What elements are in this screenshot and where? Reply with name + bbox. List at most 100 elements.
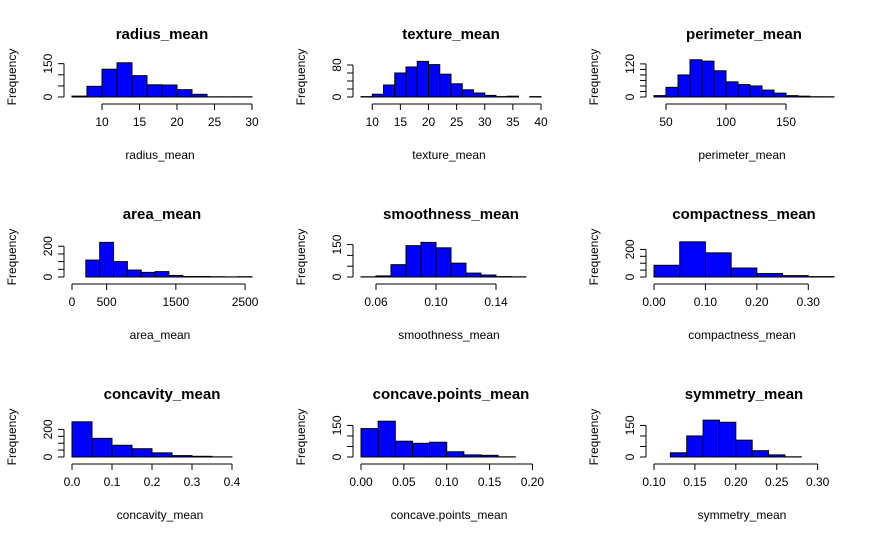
x-axis-label: symmetry_mean xyxy=(698,508,787,522)
histogram-bar xyxy=(446,451,465,458)
x-tick-label: 35 xyxy=(506,115,520,129)
plot-title-perimeter-mean: perimeter_mean xyxy=(686,26,802,43)
histogram-bar xyxy=(761,89,775,98)
y-tick-label: 150 xyxy=(41,53,55,73)
x-tick-label: 1500 xyxy=(162,295,189,309)
x-axis-label: concave.points_mean xyxy=(391,508,508,522)
plot-title-symmetry-mean: symmetry_mean xyxy=(685,386,803,403)
histogram-bar xyxy=(71,421,93,458)
x-tick-label: 0.00 xyxy=(642,295,666,309)
histogram-bar xyxy=(191,455,213,458)
x-tick-label: 0.2 xyxy=(144,475,161,489)
histogram-bar xyxy=(394,440,413,458)
histogram-bar xyxy=(679,241,706,278)
x-tick-label: 15 xyxy=(133,115,147,129)
histogram-bar xyxy=(113,261,128,278)
histogram-bar xyxy=(686,435,704,458)
histogram-bar xyxy=(465,272,482,278)
histogram-bar xyxy=(371,93,384,98)
histogram-bar xyxy=(480,274,497,278)
histogram-bar xyxy=(91,437,113,458)
x-tick-label: 0.10 xyxy=(435,475,459,489)
histogram-bar xyxy=(429,441,448,458)
y-axis-label: Frequency xyxy=(5,229,19,286)
histogram-bar xyxy=(730,267,758,278)
histogram-bar xyxy=(450,262,467,278)
histogram-bar xyxy=(383,84,396,98)
x-tick-label: 20 xyxy=(170,115,184,129)
histogram-bar xyxy=(484,94,497,98)
histogram-bar xyxy=(506,95,519,98)
histogram-bar xyxy=(377,420,396,458)
y-tick-label: 0 xyxy=(623,273,637,280)
histogram-bar xyxy=(411,442,431,458)
histogram-bar xyxy=(751,450,770,458)
plot-title-compactness-mean: compactness_mean xyxy=(672,206,815,223)
histogram-bar xyxy=(191,93,208,98)
x-tick-label: 0.10 xyxy=(694,295,718,309)
histogram-bar xyxy=(785,95,799,98)
x-tick-label: 150 xyxy=(776,115,796,129)
histogram-bar xyxy=(161,84,178,98)
y-tick-label: 120 xyxy=(623,54,637,74)
histogram-bar xyxy=(669,452,688,458)
histogram-bar xyxy=(85,259,101,278)
histogram-bar xyxy=(735,439,753,458)
histogram-bar xyxy=(461,89,474,98)
histogram-bar xyxy=(375,275,392,278)
histogram-bar xyxy=(416,60,429,98)
histogram-bar xyxy=(653,95,667,98)
histogram-bar xyxy=(154,271,170,278)
x-tick-label: 50 xyxy=(659,115,673,129)
y-tick-label: 200 xyxy=(41,419,55,439)
y-tick-label: 80 xyxy=(330,58,344,72)
histogram-bar xyxy=(111,444,133,458)
x-tick-label: 15 xyxy=(394,115,408,129)
histogram-bar xyxy=(439,73,452,98)
x-tick-label: 0.1 xyxy=(104,475,121,489)
y-axis-label: Frequency xyxy=(294,229,308,286)
x-tick-label: 0.10 xyxy=(642,475,666,489)
x-tick-label: 0.20 xyxy=(745,295,769,309)
y-tick-label: 0 xyxy=(41,273,55,280)
histogram-bar xyxy=(405,66,418,98)
histogram-bar xyxy=(151,452,173,458)
histogram-bar xyxy=(405,245,422,278)
x-tick-label: 30 xyxy=(245,115,259,129)
histogram-bar xyxy=(768,454,786,458)
histogram-bar xyxy=(126,269,142,278)
histogram-bar xyxy=(463,454,482,458)
x-tick-label: 40 xyxy=(534,115,548,129)
histogram-bar xyxy=(428,64,441,98)
x-tick-label: 0.0 xyxy=(64,475,81,489)
y-tick-label: 150 xyxy=(330,415,344,435)
histogram-bar xyxy=(116,62,133,98)
histogram-bar xyxy=(782,275,809,278)
y-axis-label: Frequency xyxy=(294,409,308,466)
x-tick-label: 0.10 xyxy=(424,295,448,309)
histogram-bar xyxy=(176,89,193,98)
x-tick-label: 20 xyxy=(422,115,436,129)
x-tick-label: 10 xyxy=(95,115,109,129)
y-tick-label: 0 xyxy=(330,93,344,100)
x-tick-label: 0.05 xyxy=(392,475,416,489)
histogram-bar xyxy=(677,74,691,98)
plot-title-concave-points-mean: concave.points_mean xyxy=(373,386,530,403)
histogram-bar xyxy=(171,455,193,458)
histogram-bar xyxy=(749,85,763,98)
histogram-bar xyxy=(689,59,703,98)
plot-title-smoothness-mean: smoothness_mean xyxy=(383,206,519,223)
plot-title-texture-mean: texture_mean xyxy=(402,26,500,43)
x-tick-label: 0.4 xyxy=(224,475,241,489)
x-axis-label: radius_mean xyxy=(125,148,194,162)
histogram-bar xyxy=(713,70,727,98)
x-tick-label: 25 xyxy=(208,115,222,129)
x-tick-label: 0.30 xyxy=(797,295,821,309)
histogram-bar xyxy=(701,60,715,98)
histogram-bar xyxy=(737,84,751,98)
y-tick-label: 0 xyxy=(623,93,637,100)
y-axis-label: Frequency xyxy=(294,49,308,106)
histogram-bar xyxy=(146,84,163,98)
y-tick-label: 200 xyxy=(41,236,55,256)
x-axis-label: compactness_mean xyxy=(688,328,795,342)
